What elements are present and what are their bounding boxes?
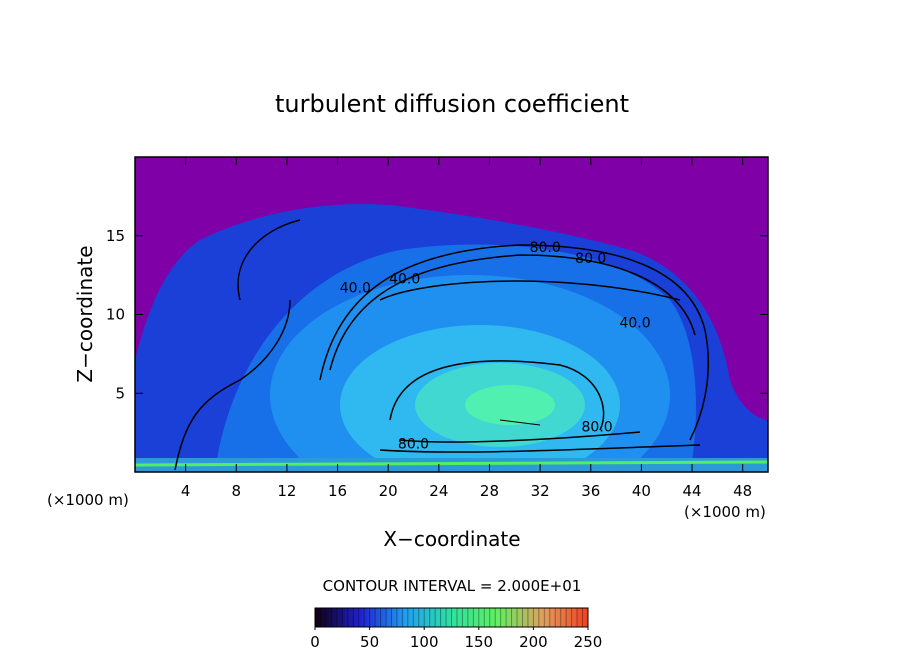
chart-title: turbulent diffusion coefficient — [275, 90, 629, 118]
x-tick-label: 8 — [232, 482, 242, 500]
colorbar-tick-label: 50 — [360, 633, 379, 651]
contour-label: 40.0 — [340, 281, 371, 297]
x-tick-label: 4 — [181, 482, 191, 500]
colorbar-tick-label: 200 — [519, 633, 548, 651]
y-tick-label: 10 — [106, 306, 125, 324]
x-unit: (×1000 m) — [684, 503, 766, 521]
contour-label: 80.0 — [575, 251, 606, 267]
colorbar — [314, 607, 589, 628]
field — [135, 157, 768, 472]
colorbar-label: CONTOUR INTERVAL = 2.000E+01 — [323, 577, 582, 595]
x-tick-label: 40 — [632, 482, 651, 500]
contour-label: 40.0 — [619, 315, 650, 331]
x-tick-label: 12 — [277, 482, 296, 500]
y-tick-label: 5 — [115, 384, 125, 402]
y-tick-label: 15 — [106, 227, 125, 245]
contour-label: 80.0 — [398, 437, 429, 453]
x-tick-label: 36 — [581, 482, 600, 500]
colorbar-tick-label: 150 — [464, 633, 493, 651]
colorbar-tick-label: 100 — [410, 633, 439, 651]
x-tick-label: 28 — [480, 482, 499, 500]
x-tick-label: 24 — [429, 482, 448, 500]
contour-label: 80.0 — [530, 240, 561, 256]
contour-label: 40.0 — [389, 271, 420, 287]
x-axis-label: X−coordinate — [383, 527, 520, 551]
x-tick-label: 20 — [379, 482, 398, 500]
x-tick-label: 44 — [682, 482, 701, 500]
y-axis-label: Z−coordinate — [73, 245, 97, 382]
x-tick-label: 16 — [328, 482, 347, 500]
x-tick-label: 48 — [733, 482, 752, 500]
contour-label: 80.0 — [582, 419, 613, 435]
x-tick-label: 32 — [531, 482, 550, 500]
colorbar-tick-label: 0 — [310, 633, 320, 651]
colorbar-tick-label: 250 — [574, 633, 603, 651]
x-unit: (×1000 m) — [47, 491, 129, 509]
